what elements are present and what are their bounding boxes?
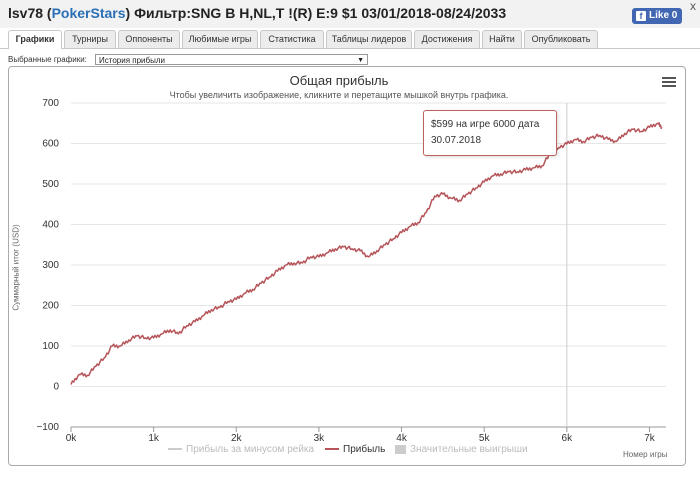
x-tick-label: 6k bbox=[562, 433, 574, 444]
facebook-icon: f bbox=[636, 11, 646, 21]
chart-selector-label: Выбранные графики: bbox=[8, 55, 87, 64]
window-title: lsv78 (PokerStars) Фильтр:SNG B H,NL,T !… bbox=[8, 5, 506, 21]
chart-selector[interactable]: История прибыли ▼ bbox=[95, 54, 368, 65]
legend-profit-label: Прибыль bbox=[343, 444, 386, 455]
legend-item-profit[interactable]: Прибыль bbox=[325, 444, 385, 455]
chart-subtitle: Чтобы увеличить изображение, кликните и … bbox=[169, 90, 509, 100]
x-tick-label: 0k bbox=[66, 433, 78, 444]
y-tick-label: 700 bbox=[42, 98, 59, 109]
x-tick-label: 4k bbox=[396, 433, 408, 444]
x-tick-label: 5k bbox=[479, 433, 491, 444]
y-tick-label: 400 bbox=[42, 220, 59, 231]
series-line-profit bbox=[70, 122, 663, 385]
tab-achievements[interactable]: Достижения bbox=[414, 30, 480, 48]
chart-tooltip: $599 на игре 6000 дата 30.07.2018 bbox=[423, 110, 557, 156]
dropdown-arrow-icon: ▼ bbox=[357, 57, 364, 64]
y-tick-label: 200 bbox=[42, 301, 59, 312]
chart-menu-icon[interactable] bbox=[662, 77, 676, 89]
legend-rake-symbol bbox=[168, 448, 182, 451]
x-tick-label: 1k bbox=[148, 433, 160, 444]
title-bar: lsv78 (PokerStars) Фильтр:SNG B H,NL,T !… bbox=[0, 0, 700, 28]
legend-profit-symbol bbox=[325, 448, 339, 451]
x-tick-label: 3k bbox=[314, 433, 326, 444]
y-axis-label: Суммарный итог (USD) bbox=[11, 224, 21, 311]
tab-bar: Графики Турниры Оппоненты Любимые игры С… bbox=[0, 28, 700, 49]
facebook-like-button[interactable]: f Like 0 bbox=[632, 8, 682, 24]
tab-statistics[interactable]: Статистика bbox=[260, 30, 324, 48]
tooltip-line-2: 30.07.2018 bbox=[431, 135, 482, 146]
tab-charts[interactable]: Графики bbox=[8, 30, 62, 49]
site-link[interactable]: PokerStars bbox=[51, 5, 126, 21]
title-prefix: lsv78 ( bbox=[8, 5, 52, 21]
x-axis-label: Номер игры bbox=[623, 450, 668, 459]
chart-title: Общая прибыль bbox=[289, 73, 389, 88]
y-tick-label: −100 bbox=[36, 422, 59, 433]
y-tick-label: 0 bbox=[53, 382, 59, 393]
x-tick-label: 2k bbox=[231, 433, 243, 444]
legend-big-wins-label: Значительные выигрыши bbox=[410, 444, 528, 455]
tab-tournaments[interactable]: Турниры bbox=[64, 30, 116, 48]
title-suffix: ) Фильтр:SNG B H,NL,T !(R) E:9 $1 03/01/… bbox=[125, 5, 507, 21]
legend-item-rake[interactable]: Прибыль за минусом рейка bbox=[168, 444, 314, 455]
tab-favorite-games[interactable]: Любимые игры bbox=[182, 30, 258, 48]
close-button[interactable]: x bbox=[690, 0, 696, 13]
chart-selector-value: История прибыли bbox=[99, 56, 165, 65]
chart-container[interactable] bbox=[8, 66, 686, 466]
y-tick-label: 300 bbox=[42, 260, 59, 271]
legend-item-big-wins[interactable]: Значительные выигрыши bbox=[395, 444, 528, 455]
x-tick-label: 7k bbox=[644, 433, 656, 444]
y-tick-label: 500 bbox=[42, 179, 59, 190]
tab-leaderboards[interactable]: Таблицы лидеров bbox=[326, 30, 412, 48]
legend-rake-label: Прибыль за минусом рейка bbox=[186, 444, 315, 455]
legend-big-wins-symbol bbox=[395, 444, 406, 454]
tooltip-line-1: $599 на игре 6000 дата bbox=[431, 119, 540, 130]
tab-opponents[interactable]: Оппоненты bbox=[118, 30, 180, 48]
facebook-like-label: Like 0 bbox=[649, 10, 678, 21]
tab-search[interactable]: Найти bbox=[482, 30, 522, 48]
tab-publish[interactable]: Опубликовать bbox=[524, 30, 598, 48]
y-tick-label: 600 bbox=[42, 139, 59, 150]
y-tick-label: 100 bbox=[42, 341, 59, 352]
